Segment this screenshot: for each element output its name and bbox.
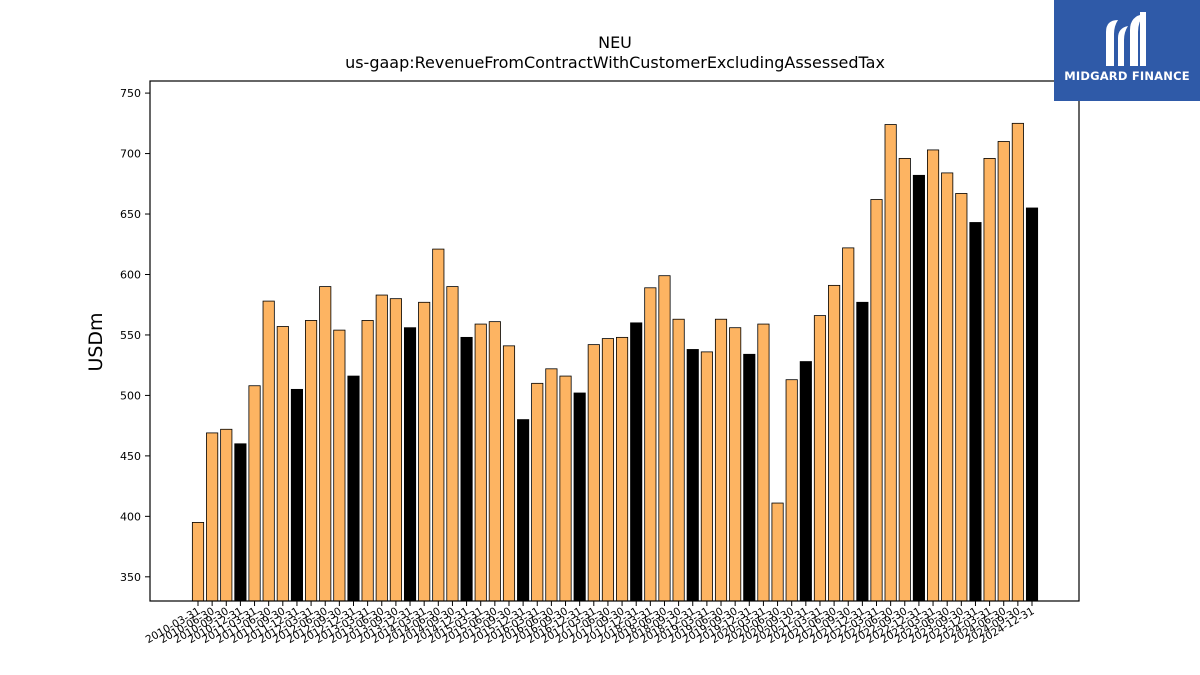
bar-2017-06-30 (601, 338, 614, 602)
bar-2021-09-30 (842, 247, 855, 602)
bar-2013-03-31 (361, 320, 374, 602)
bar-2016-06-30 (545, 368, 558, 602)
bar-2010-06-30 (206, 432, 219, 602)
bar-2024-09-30 (1011, 122, 1024, 602)
bar-2012-03-31 (305, 320, 318, 602)
bar-2014-09-30 (446, 286, 459, 602)
y-tick-label: 650 (120, 208, 141, 221)
bar-2014-12-31 (460, 336, 473, 602)
bar-2022-03-31 (870, 199, 883, 602)
bar-2020-06-30 (771, 502, 784, 602)
bar-2019-06-30 (714, 318, 728, 602)
bar-2015-12-31 (517, 419, 530, 602)
bar-2019-09-30 (729, 327, 742, 602)
bar-2022-06-30 (884, 124, 897, 602)
y-tick-label: 450 (120, 450, 141, 463)
bar-2016-03-31 (531, 382, 544, 602)
bar-2024-03-31 (983, 157, 996, 602)
bar-2020-03-31 (757, 323, 770, 602)
bar-2010-09-30 (220, 428, 233, 602)
bar-2019-12-31 (743, 353, 756, 602)
midgard-logo-icon (1106, 12, 1146, 66)
logo-wordmark: MIDGARD FINANCE (1064, 69, 1190, 83)
y-tick-label: 600 (120, 268, 141, 281)
bar-2010-03-31 (191, 522, 205, 602)
bar-2024-12-31 (1025, 207, 1039, 602)
y-tick-label: 700 (120, 148, 141, 161)
bar-2024-06-30 (997, 141, 1010, 602)
x-axis-ticks: 2010-03-312010-06-302010-09-302010-12-31… (144, 601, 1037, 646)
bar-2014-06-30 (432, 248, 445, 602)
y-axis-label: USDm (85, 312, 107, 371)
bar-2018-03-31 (644, 287, 657, 602)
midgard-finance-logo: MIDGARD FINANCE (1054, 0, 1200, 101)
y-tick-label: 350 (120, 571, 141, 584)
bar-2017-03-31 (587, 344, 600, 602)
bar-2011-03-31 (248, 385, 261, 602)
bar-2011-06-30 (262, 300, 275, 602)
bar-2015-09-30 (502, 345, 516, 602)
bar-2012-12-31 (347, 375, 360, 602)
bar-2013-09-30 (389, 298, 402, 602)
bar-2017-12-31 (630, 322, 643, 602)
bar-2021-12-31 (856, 301, 869, 602)
bar-2018-06-30 (658, 275, 671, 602)
bar-2016-09-30 (559, 375, 572, 602)
bar-2013-12-31 (403, 327, 417, 602)
bar-2018-09-30 (672, 318, 685, 602)
chart-subtitle: us-gaap:RevenueFromContractWithCustomerE… (345, 53, 885, 72)
bar-2020-12-31 (799, 361, 812, 602)
bar-2018-12-31 (686, 349, 699, 602)
chart-title: NEU (598, 33, 632, 52)
bar-2015-06-30 (488, 321, 501, 602)
bar-2015-03-31 (474, 323, 487, 602)
bar-2019-03-31 (700, 351, 713, 602)
bar-2017-09-30 (616, 336, 629, 602)
bar-2021-06-30 (828, 284, 841, 602)
bar-2023-12-31 (969, 222, 982, 602)
bar-2021-03-31 (813, 315, 827, 602)
bar-2012-09-30 (333, 329, 346, 602)
bars-group (191, 122, 1039, 602)
bar-2023-03-31 (927, 149, 940, 602)
plot-area-frame (149, 80, 1080, 602)
bar-2013-06-30 (375, 294, 388, 602)
bar-2016-12-31 (573, 392, 586, 602)
y-axis-ticks: 350 400 450 500 550 600 650 700 750 (120, 87, 150, 584)
bar-2023-09-30 (955, 193, 968, 602)
y-tick-label: 550 (120, 329, 141, 342)
bar-2012-06-30 (319, 286, 332, 602)
bar-2011-12-31 (290, 388, 304, 602)
bar-2022-12-31 (912, 174, 925, 602)
bar-2011-09-30 (276, 326, 289, 602)
y-tick-label: 500 (120, 389, 141, 402)
bar-2022-09-30 (898, 157, 911, 602)
bar-2010-12-31 (234, 443, 247, 602)
bar-2020-09-30 (785, 379, 798, 602)
y-tick-label: 750 (120, 87, 141, 100)
y-tick-label: 400 (120, 510, 141, 523)
bar-2023-06-30 (941, 172, 954, 602)
bar-2014-03-31 (418, 301, 431, 602)
